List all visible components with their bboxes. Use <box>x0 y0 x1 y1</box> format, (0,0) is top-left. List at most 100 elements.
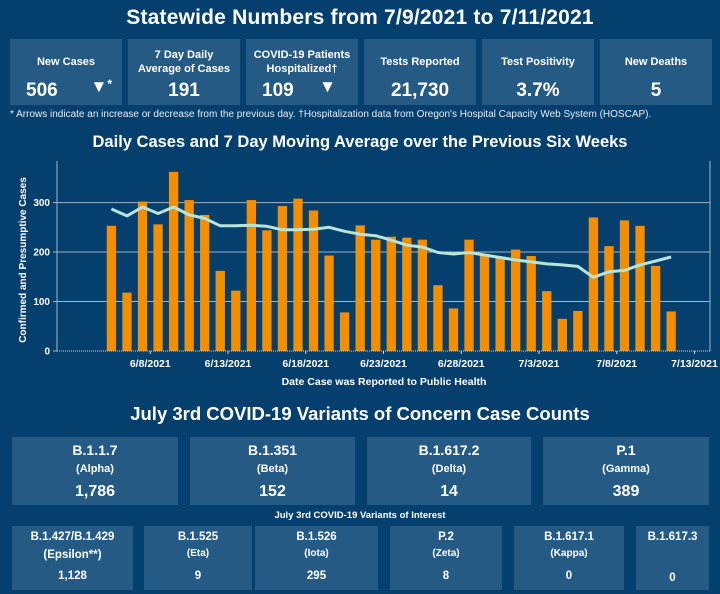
kpi-label: New Cases <box>36 56 96 68</box>
bar <box>277 206 288 351</box>
bar <box>604 246 614 351</box>
variant-greek: (Epsilon**) <box>43 549 102 561</box>
bar <box>137 201 148 351</box>
variant-card-b16173[interactable]: B.1.617.3 0 <box>636 526 709 590</box>
bar <box>635 225 645 351</box>
bar <box>355 225 365 351</box>
y-tick-label: 300 <box>33 198 50 209</box>
kpi-new-deaths[interactable]: New Deaths 5 <box>600 39 712 105</box>
triangle-down-icon: ▼* <box>90 77 113 96</box>
kpi-test-positivity[interactable]: Test Positivity 3.7% <box>482 39 594 105</box>
variant-card-zeta[interactable]: P.2 (Zeta) 8 <box>390 526 502 590</box>
triangle-down-icon: ▼ <box>319 77 336 96</box>
variant-name: P.1 <box>616 442 636 458</box>
bar <box>464 239 474 351</box>
bar <box>495 256 505 351</box>
bar <box>153 224 163 351</box>
variant-greek: (Gamma) <box>602 463 650 475</box>
bar <box>246 200 257 351</box>
kpi-new-cases[interactable]: New Cases 506 ▼* <box>10 39 122 105</box>
bar <box>666 311 676 351</box>
line-series <box>110 205 672 279</box>
bar <box>542 291 552 351</box>
variant-name: B.1.526 <box>296 531 337 543</box>
bar <box>650 265 661 351</box>
x-tick-label: 7/8/2021 <box>596 358 637 370</box>
variant-name: B.1.1.7 <box>72 442 118 458</box>
bar <box>308 210 319 351</box>
x-tick-label: 7/13/2021 <box>671 358 718 370</box>
variant-card-kappa[interactable]: B.1.617.1 (Kappa) 0 <box>514 526 624 590</box>
bar <box>200 214 210 351</box>
kpi-label: Test Positivity <box>501 56 575 68</box>
variant-count: 9 <box>194 570 202 582</box>
moving-average-line <box>110 205 672 279</box>
variant-card-delta[interactable]: B.1.617.2 (Delta) 14 <box>367 437 531 505</box>
variant-card-gamma[interactable]: P.1 (Gamma) 389 <box>543 437 709 505</box>
variants-concern-title: July 3rd COVID-19 Variants of Concern Ca… <box>130 403 590 424</box>
axes <box>53 161 711 354</box>
bar <box>588 217 599 351</box>
x-tick-label: 6/28/2021 <box>438 358 485 370</box>
kpi-hospitalized[interactable]: COVID-19 Patients Hospitalized† 109 ▼ <box>246 39 358 105</box>
kpi-7day-average[interactable]: 7 Day Daily Average of Cases 191 <box>128 39 240 105</box>
x-axis-label: Date Case was Reported to Public Health <box>282 376 487 388</box>
bar <box>184 200 194 351</box>
variant-greek: (Kappa) <box>550 548 588 559</box>
kpi-value: 21,730 <box>390 80 450 101</box>
y-tick-labels: 0 100 200 300 <box>33 198 50 357</box>
variant-greek: (Zeta) <box>432 548 460 559</box>
variant-count: 0 <box>669 572 676 584</box>
bar <box>526 256 536 351</box>
variant-card-epsilon[interactable]: B.1.427/B.1.429 (Epsilon**) 1,128 <box>12 526 133 590</box>
kpi-tests-reported[interactable]: Tests Reported 21,730 <box>364 39 476 105</box>
daily-cases-chart[interactable]: 0 100 200 300 6/8/2021 6/13/2021 6/18/2021 6/2… <box>0 155 720 395</box>
kpi-value: 3.7% <box>516 80 560 101</box>
variant-name: B.1.427/B.1.429 <box>30 531 115 543</box>
variant-count: 1,786 <box>74 483 116 500</box>
bar <box>619 220 630 351</box>
bar <box>386 236 396 351</box>
variant-card-beta[interactable]: B.1.351 (Beta) 152 <box>190 437 355 505</box>
bar <box>402 237 412 351</box>
page-title: Statewide Numbers from 7/9/2021 to 7/11/… <box>126 6 594 29</box>
kpi-label: New Deaths <box>624 56 688 68</box>
bar <box>479 255 490 351</box>
variant-count: 14 <box>440 483 458 500</box>
kpi-value: 5 <box>650 80 662 101</box>
variant-greek: (Eta) <box>186 548 210 559</box>
y-tick-label: 200 <box>33 248 50 259</box>
variant-name: B.1.351 <box>247 442 298 458</box>
bar <box>215 270 225 351</box>
variants-interest-title: July 3rd COVID-19 Variants of Interest <box>274 510 446 521</box>
bar <box>371 239 381 351</box>
variant-name: P.2 <box>438 531 454 543</box>
bar <box>168 171 179 351</box>
kpi-label: COVID-19 Patients Hospitalized† <box>253 49 351 75</box>
variant-name: B.1.617.2 <box>418 442 480 458</box>
variant-card-alpha[interactable]: B.1.1.7 (Alpha) 1,786 <box>12 437 178 505</box>
x-tick-labels: 6/8/2021 6/13/2021 6/18/2021 6/23/2021 6/28/… <box>130 358 718 370</box>
bar-series <box>106 171 676 351</box>
kpi-label: Tests Reported <box>380 56 460 68</box>
bar <box>433 285 443 351</box>
bar <box>448 308 459 351</box>
kpi-value: 506 <box>26 80 58 101</box>
bar <box>262 230 272 351</box>
gridlines <box>57 202 710 303</box>
bar <box>324 255 334 351</box>
y-axis-label: Confirmed and Presumptive Cases <box>18 177 29 343</box>
y-tick-label: 100 <box>33 297 50 308</box>
variant-card-iota[interactable]: B.1.526 (Iota) 295 <box>255 526 378 590</box>
variant-count: 389 <box>612 483 640 500</box>
bar <box>106 225 117 351</box>
variant-card-eta[interactable]: B.1.525 (Eta) 9 <box>144 526 252 590</box>
bar <box>573 310 583 351</box>
bar <box>231 290 241 351</box>
variant-count: 8 <box>442 570 450 582</box>
bar <box>122 292 132 351</box>
x-tick-label: 6/23/2021 <box>360 358 407 370</box>
variant-count: 295 <box>306 570 327 582</box>
variant-name: B.1.617.3 <box>647 531 698 543</box>
kpi-label: 7 Day Daily Average of Cases <box>138 49 230 75</box>
